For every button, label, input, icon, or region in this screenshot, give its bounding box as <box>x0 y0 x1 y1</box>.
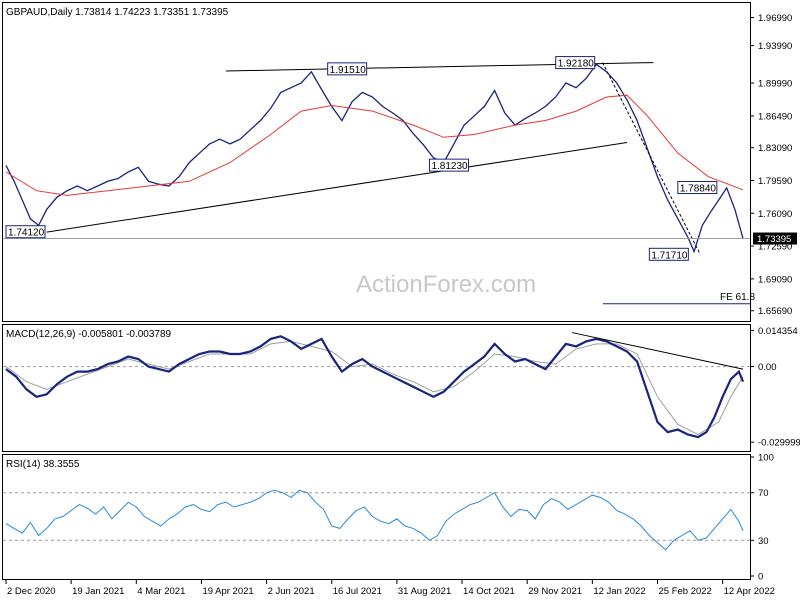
xtick-5: 16 Jul 2021 <box>333 586 382 597</box>
price-label-box-3 <box>555 56 596 70</box>
price-panel <box>2 2 751 322</box>
price-label-5: 1.71710 <box>651 250 688 261</box>
price-ytick-6: 1.76090 <box>758 209 792 220</box>
macd-ytick-0: 0.014354 <box>758 326 798 337</box>
macd-panel <box>2 324 751 452</box>
price-ytick-2: 1.89990 <box>758 79 792 90</box>
price-layer: FE 61.8 1.74120 1.91510 1.81230 1.92180 1.788… <box>3 56 755 305</box>
rsi-ytick-3: 0 <box>758 572 763 583</box>
rsi-panel <box>2 454 751 580</box>
macd-header: MACD(12,26,9) -0.005801 -0.003789 <box>6 329 172 340</box>
price-ytick-3: 1.86490 <box>758 111 792 122</box>
price-line <box>5 63 744 254</box>
price-label-box-1 <box>327 62 368 76</box>
rsi-line <box>5 489 744 551</box>
rsi-header: RSI(14) 38.3555 <box>6 459 80 470</box>
price-label-3: 1.92180 <box>558 59 595 70</box>
price-header: GBPAUD,Daily 1.73814 1.74223 1.73351 1.7… <box>6 7 229 18</box>
xtick-1: 19 Jan 2021 <box>72 586 124 597</box>
price-ytick-7: 1.72590 <box>758 242 792 253</box>
rsi-layer <box>3 489 750 551</box>
price-label-4: 1.78840 <box>680 184 717 195</box>
macd-line <box>5 335 745 439</box>
price-ytick-4: 1.83090 <box>758 143 792 154</box>
xtick-3: 19 Apr 2021 <box>202 586 253 597</box>
price-ytick-5: 1.79590 <box>758 176 792 187</box>
rsi-ytick-1: 70 <box>758 488 769 499</box>
trendline-1 <box>46 141 628 233</box>
xtick-10: 25 Feb 2022 <box>658 586 711 597</box>
xtick-8: 29 Nov 2021 <box>528 586 582 597</box>
macd-trendline <box>571 332 744 370</box>
price-label-1: 1.91510 <box>330 65 367 76</box>
macd-layer <box>3 332 750 439</box>
price-label-box-4 <box>677 181 718 195</box>
price-label-box-5 <box>648 247 689 261</box>
macd-ytick-1: 0.00 <box>758 362 777 373</box>
price-label-box-2 <box>428 158 469 172</box>
moving-average-line <box>5 94 744 196</box>
rsi-ytick-2: 30 <box>758 536 769 547</box>
price-ytick-8: 1.69090 <box>758 274 792 285</box>
xtick-0: 2 Dec 2020 <box>7 586 56 597</box>
xtick-7: 14 Oct 2021 <box>463 586 515 597</box>
trendline-2 <box>602 62 701 255</box>
watermark: ActionForex.com <box>356 271 536 298</box>
xtick-11: 12 Apr 2022 <box>724 586 775 597</box>
xtick-9: 12 Jan 2022 <box>593 586 645 597</box>
axis-layer: 1.96990 1.93990 1.89990 1.86490 1.83090 1.795… <box>5 13 800 597</box>
price-label-box-0 <box>5 225 46 239</box>
fe-label: FE 61.8 <box>720 292 755 303</box>
xtick-4: 2 Jun 2021 <box>268 586 315 597</box>
macd-signal-line <box>5 340 744 436</box>
xtick-2: 4 Mar 2021 <box>137 586 185 597</box>
price-ytick-1: 1.93990 <box>758 41 792 52</box>
rsi-ytick-0: 100 <box>758 453 774 464</box>
price-ytick-9: 1.65690 <box>758 306 792 317</box>
price-label-2: 1.81230 <box>431 161 468 172</box>
xtick-6: 31 Aug 2021 <box>398 586 451 597</box>
last-price-text: 1.73395 <box>757 234 791 245</box>
price-ytick-0: 1.96990 <box>758 13 792 24</box>
last-price-badge <box>753 232 797 245</box>
macd-ytick-2: -0.029999 <box>758 438 800 449</box>
price-label-0: 1.74120 <box>8 228 45 239</box>
